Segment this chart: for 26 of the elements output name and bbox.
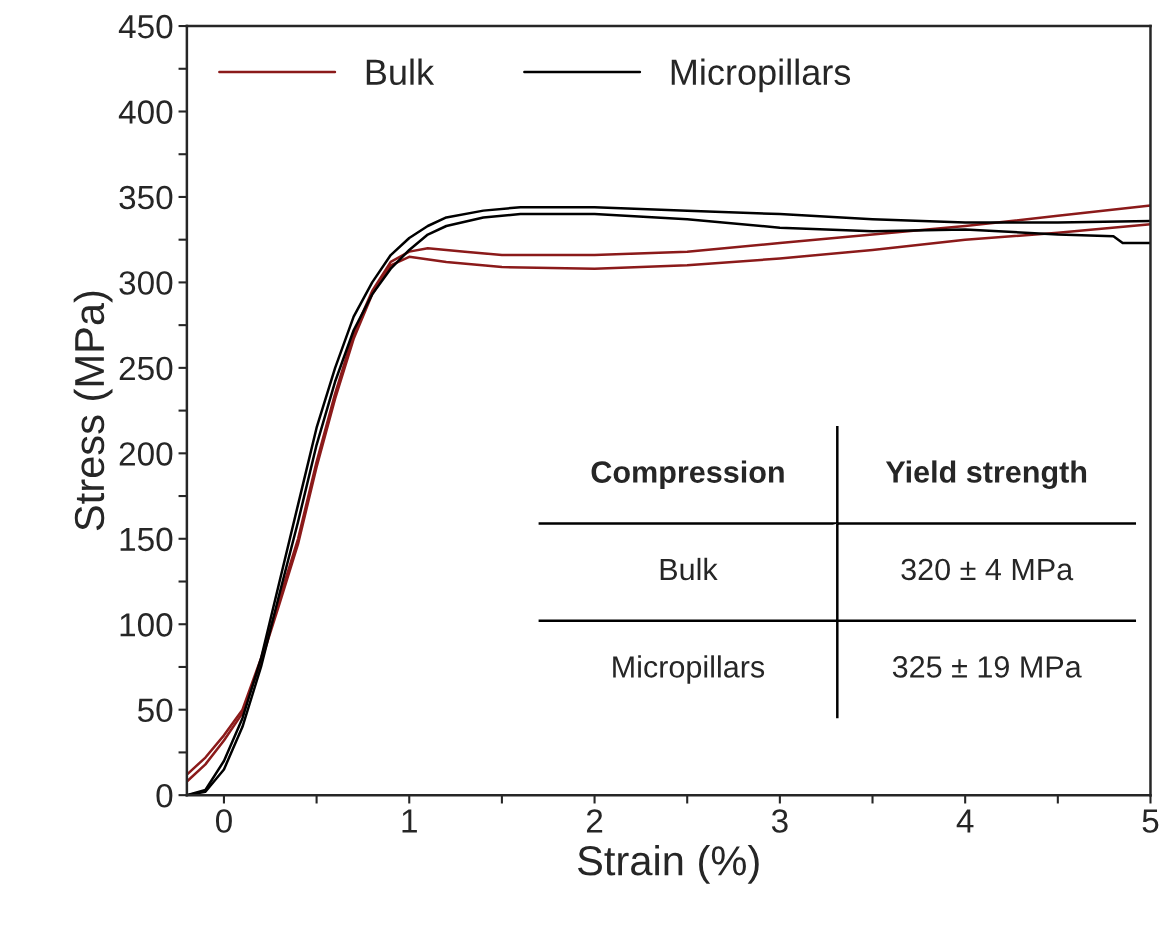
legend-label: Micropillars (671, 58, 851, 93)
y-tick-label: 400 (118, 100, 173, 124)
x-tick-label: 4 (956, 809, 974, 833)
annotation: 320 ± 4 MPa (901, 558, 1074, 581)
y-tick-label: 0 (156, 783, 173, 808)
y-tick-label: 50 (137, 698, 173, 723)
x-tick-label: 0 (215, 809, 232, 833)
annotation: Micropillars (613, 655, 765, 684)
annotation: Compression (591, 460, 784, 489)
annotation: Bulk (660, 557, 718, 581)
x-axis-title: Strain (%) (577, 844, 759, 884)
y-axis-title: Stress (MPa) (73, 291, 113, 531)
y-tick-label: 100 (120, 613, 173, 637)
x-tick-label: 1 (402, 809, 417, 833)
y-tick-label: 150 (120, 527, 173, 552)
legend-label: Bulk (366, 58, 435, 86)
annotation: 325 ± 19 MPa (892, 656, 1082, 678)
y-tick-label: 250 (119, 356, 173, 381)
annotation: Yield strength (885, 460, 1087, 489)
y-tick-label: 350 (119, 185, 173, 210)
y-tick-label: 200 (119, 442, 173, 466)
x-tick-label: 3 (771, 809, 788, 833)
x-tick-label: 5 (1142, 809, 1159, 833)
y-tick-label: 450 (118, 14, 173, 39)
y-tick-label: 300 (119, 271, 173, 295)
x-tick-label: 2 (586, 809, 603, 833)
